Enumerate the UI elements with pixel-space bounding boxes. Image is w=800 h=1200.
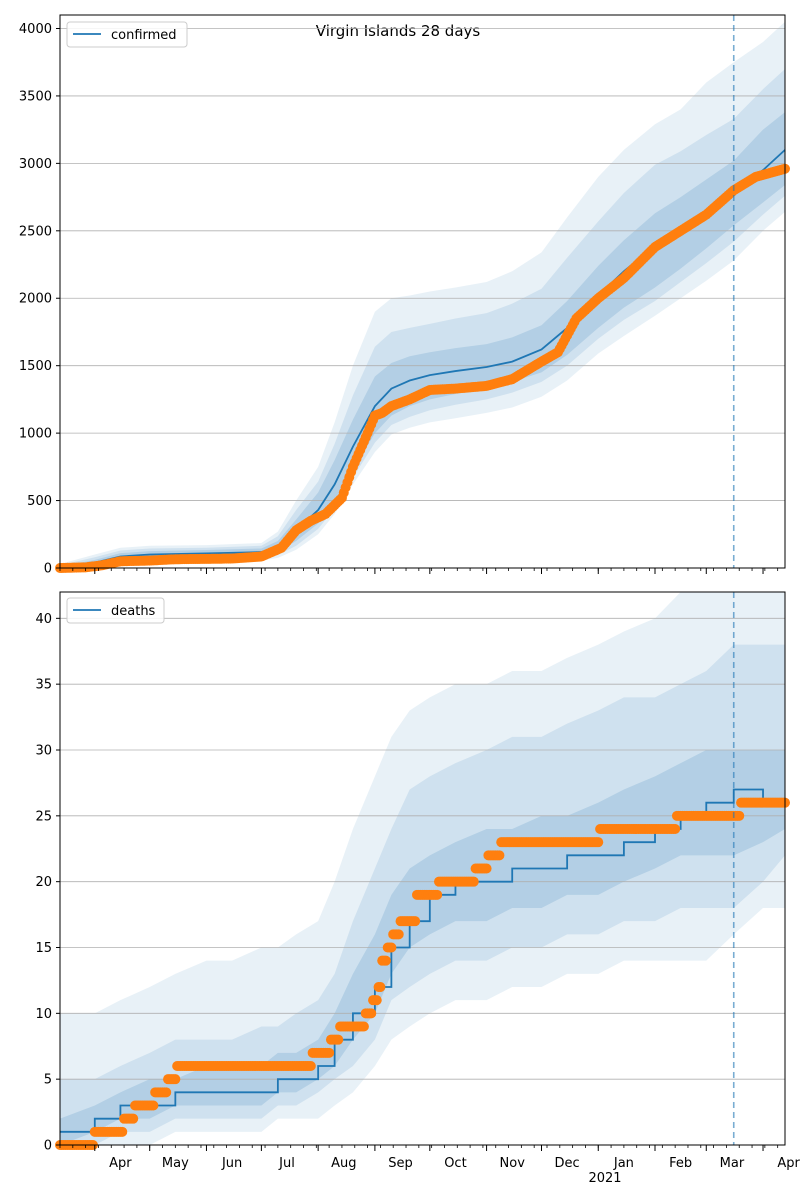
deaths-observed-point bbox=[410, 916, 421, 927]
deaths-observed-point bbox=[393, 929, 404, 940]
x-month-label: Oct bbox=[444, 1156, 466, 1171]
x-month-label: May bbox=[162, 1156, 189, 1171]
deaths-observed-point bbox=[481, 863, 492, 874]
deaths-y-tick-label: 15 bbox=[35, 941, 52, 956]
confirmed-y-tick-label: 500 bbox=[27, 494, 52, 509]
deaths-observed-point bbox=[371, 995, 382, 1006]
deaths-observed-point bbox=[324, 1047, 335, 1058]
confirmed-panel: 0 500 1000 1500 2000 2500 3000 3500 4000 confirm… bbox=[19, 14, 790, 577]
confirmed-y-tick-label: 0 bbox=[44, 562, 52, 577]
confirmed-y-tick-label: 3000 bbox=[19, 157, 52, 172]
x-month-label: Mar bbox=[720, 1156, 745, 1171]
deaths-observed-point bbox=[148, 1100, 159, 1111]
x-month-label: Dec bbox=[555, 1156, 580, 1171]
x-month-label: Sep bbox=[388, 1156, 413, 1171]
deaths-y-tick-label: 40 bbox=[35, 612, 52, 627]
deaths-observed-point bbox=[380, 955, 391, 966]
deaths-observed-point bbox=[117, 1126, 128, 1137]
deaths-y-tick-label: 0 bbox=[44, 1139, 52, 1154]
deaths-observed-point bbox=[366, 1008, 377, 1019]
x-month-label: Apr bbox=[109, 1156, 132, 1171]
deaths-y-tick-label: 10 bbox=[35, 1007, 52, 1022]
deaths-legend-label: deaths bbox=[111, 604, 156, 619]
confirmed-y-tick-label: 1500 bbox=[19, 359, 52, 374]
deaths-observed-point bbox=[161, 1087, 172, 1098]
confirmed-y-tick-label: 2500 bbox=[19, 224, 52, 239]
x-month-label: Aug bbox=[331, 1156, 356, 1171]
confirmed-legend: confirmed bbox=[66, 21, 188, 48]
deaths-y-tick-label: 5 bbox=[44, 1073, 52, 1088]
chart-title: Virgin Islands 28 days bbox=[316, 22, 481, 40]
deaths-gridlines bbox=[60, 617, 785, 1146]
x-month-label: Jul bbox=[278, 1156, 295, 1171]
x-month-label: Apr bbox=[777, 1156, 800, 1171]
confirmed-gridlines bbox=[60, 28, 785, 569]
deaths-observed-point bbox=[386, 942, 397, 953]
deaths-observed-points bbox=[55, 797, 790, 1150]
confirmed-y-tick-label: 3500 bbox=[19, 89, 52, 104]
x-month-label: Jun bbox=[221, 1156, 242, 1171]
deaths-y-tick-label: 30 bbox=[35, 744, 52, 759]
deaths-band-3 bbox=[60, 592, 785, 1145]
deaths-observed-point bbox=[333, 1034, 344, 1045]
x-axis-month-labels: Apr May Jun Jul Aug Sep Oct Nov Dec Jan Feb Mar Apr bbox=[109, 1156, 800, 1171]
confirmed-y-tick-label: 4000 bbox=[19, 22, 52, 37]
deaths-observed-point bbox=[494, 850, 505, 861]
deaths-y-axis: 0 5 10 15 20 25 30 35 40 bbox=[35, 612, 60, 1154]
deaths-x-ticks bbox=[59, 1145, 779, 1151]
x-month-label: Nov bbox=[500, 1156, 526, 1171]
confirmed-axes-frame bbox=[59, 14, 786, 569]
x-month-label: Jan bbox=[613, 1156, 634, 1171]
deaths-interval-bands bbox=[60, 592, 785, 1145]
deaths-observed-point bbox=[170, 1074, 181, 1085]
deaths-observed-point bbox=[128, 1113, 139, 1124]
confirmed-interval-bands bbox=[60, 21, 785, 569]
deaths-observed-point bbox=[432, 889, 443, 900]
deaths-y-tick-label: 35 bbox=[35, 678, 52, 693]
confirmed-observed-points bbox=[55, 163, 790, 573]
deaths-y-tick-label: 20 bbox=[35, 875, 52, 890]
deaths-observed-point bbox=[305, 1061, 316, 1071]
deaths-band-1 bbox=[60, 750, 785, 1145]
deaths-y-tick-label: 25 bbox=[35, 809, 52, 824]
deaths-legend: deaths bbox=[66, 597, 165, 624]
deaths-observed-point bbox=[375, 982, 386, 992]
x-axis-year-label: 2021 bbox=[588, 1171, 621, 1186]
confirmed-x-ticks bbox=[59, 568, 779, 574]
deaths-panel: 0 5 10 15 20 25 30 35 40 deaths bbox=[35, 591, 790, 1154]
x-month-label: Feb bbox=[669, 1156, 692, 1171]
deaths-observed-point bbox=[468, 876, 479, 887]
confirmed-y-tick-label: 1000 bbox=[19, 427, 52, 442]
confirmed-legend-label: confirmed bbox=[111, 28, 177, 43]
deaths-observed-point bbox=[593, 837, 604, 848]
confirmed-y-axis: 0 500 1000 1500 2000 2500 3000 3500 4000 bbox=[19, 22, 60, 577]
deaths-axes-frame bbox=[59, 591, 786, 1146]
deaths-observed-point bbox=[358, 1021, 369, 1032]
confirmed-band-3 bbox=[60, 21, 785, 569]
confirmed-y-tick-label: 2000 bbox=[19, 292, 52, 307]
deaths-observed-point bbox=[670, 824, 681, 834]
deaths-observed-point bbox=[734, 810, 745, 821]
